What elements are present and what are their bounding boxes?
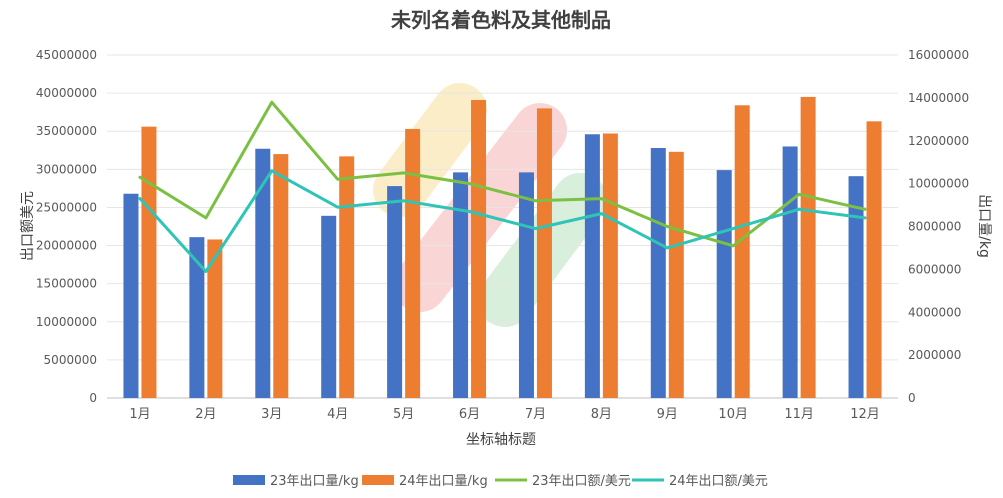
line-series-24	[138, 169, 867, 273]
axes: 0500000010000000150000002000000025000000…	[36, 48, 969, 422]
y-right-tick-label: 8000000	[908, 220, 961, 234]
y-right-tick-label: 14000000	[908, 91, 969, 105]
legend-swatch-2	[362, 475, 394, 485]
bar-23-4月	[321, 215, 337, 398]
bar-23-10月	[716, 170, 732, 398]
legend-label-4: 24年出口额/美元	[669, 474, 768, 489]
x-tick-label: 12月	[850, 407, 880, 422]
y-left-tick-label: 10000000	[36, 315, 97, 329]
x-tick-label: 10月	[718, 407, 748, 422]
bar-24-4月	[339, 156, 355, 398]
y-axis-left-title: 出口额美元	[20, 191, 36, 261]
legend-label-3: 23年出口额/美元	[532, 474, 631, 489]
bar-24-8月	[602, 133, 618, 398]
bar-23-9月	[650, 147, 666, 398]
legend-label-2: 24年出口量/kg	[399, 474, 488, 489]
y-right-tick-label: 6000000	[908, 262, 961, 276]
bar-24-12月	[866, 121, 882, 399]
bar-24-10月	[734, 105, 750, 398]
y-right-tick-label: 2000000	[908, 348, 961, 362]
y-left-tick-label: 40000000	[36, 86, 97, 100]
x-tick-label: 3月	[261, 407, 282, 422]
y-right-tick-label: 0	[908, 391, 916, 405]
bar-series	[123, 96, 882, 399]
bar-23-8月	[584, 134, 600, 398]
x-axis-title: 坐标轴标题	[466, 432, 536, 448]
y-left-tick-label: 25000000	[36, 200, 97, 214]
line-series-23	[138, 100, 867, 248]
x-tick-label: 8月	[591, 407, 612, 422]
bar-23-11月	[782, 146, 798, 398]
bar-24-7月	[536, 108, 552, 398]
y-right-tick-label: 10000000	[908, 177, 969, 191]
y-left-tick-label: 35000000	[36, 124, 97, 138]
gridlines	[107, 54, 898, 399]
bar-23-6月	[453, 172, 469, 398]
legend-label-1: 23年出口量/kg	[270, 474, 359, 489]
y-left-tick-label: 45000000	[36, 48, 97, 62]
bar-24-1月	[141, 126, 157, 398]
legend: 23年出口量/kg 24年出口量/kg 23年出口额/美元 24年出口额/美元	[233, 474, 768, 489]
bar-24-3月	[273, 154, 289, 398]
x-tick-label: 7月	[525, 407, 546, 422]
y-left-tick-label: 5000000	[44, 353, 97, 367]
bar-24-5月	[405, 128, 421, 399]
x-tick-label: 5月	[393, 407, 414, 422]
bar-24-2月	[207, 239, 223, 398]
bar-24-6月	[471, 99, 487, 399]
x-tick-label: 11月	[784, 407, 814, 422]
bar-23-1月	[123, 193, 139, 398]
bar-23-2月	[189, 237, 205, 398]
bar-24-9月	[668, 151, 684, 398]
chart-title: 未列名着色料及其他制品	[391, 8, 611, 32]
y-right-tick-label: 12000000	[908, 134, 969, 148]
x-tick-label: 6月	[459, 407, 480, 422]
x-tick-label: 9月	[657, 407, 678, 422]
line-series	[138, 100, 867, 273]
y-left-tick-label: 15000000	[36, 277, 97, 291]
bar-23-7月	[518, 172, 534, 398]
bar-23-5月	[387, 186, 403, 398]
legend-swatch-1	[233, 475, 265, 485]
bar-23-12月	[848, 176, 864, 398]
y-right-tick-label: 4000000	[908, 305, 961, 319]
y-right-tick-label: 16000000	[908, 48, 969, 62]
x-tick-label: 1月	[129, 407, 150, 422]
bar-23-3月	[255, 148, 271, 398]
bar-24-11月	[800, 96, 816, 398]
y-axis-right-title: 出口量/kg	[976, 194, 992, 258]
x-tick-label: 2月	[195, 407, 216, 422]
x-tick-label: 4月	[327, 407, 348, 422]
y-left-tick-label: 20000000	[36, 239, 97, 253]
y-left-tick-label: 30000000	[36, 162, 97, 176]
y-left-tick-label: 0	[89, 391, 97, 405]
